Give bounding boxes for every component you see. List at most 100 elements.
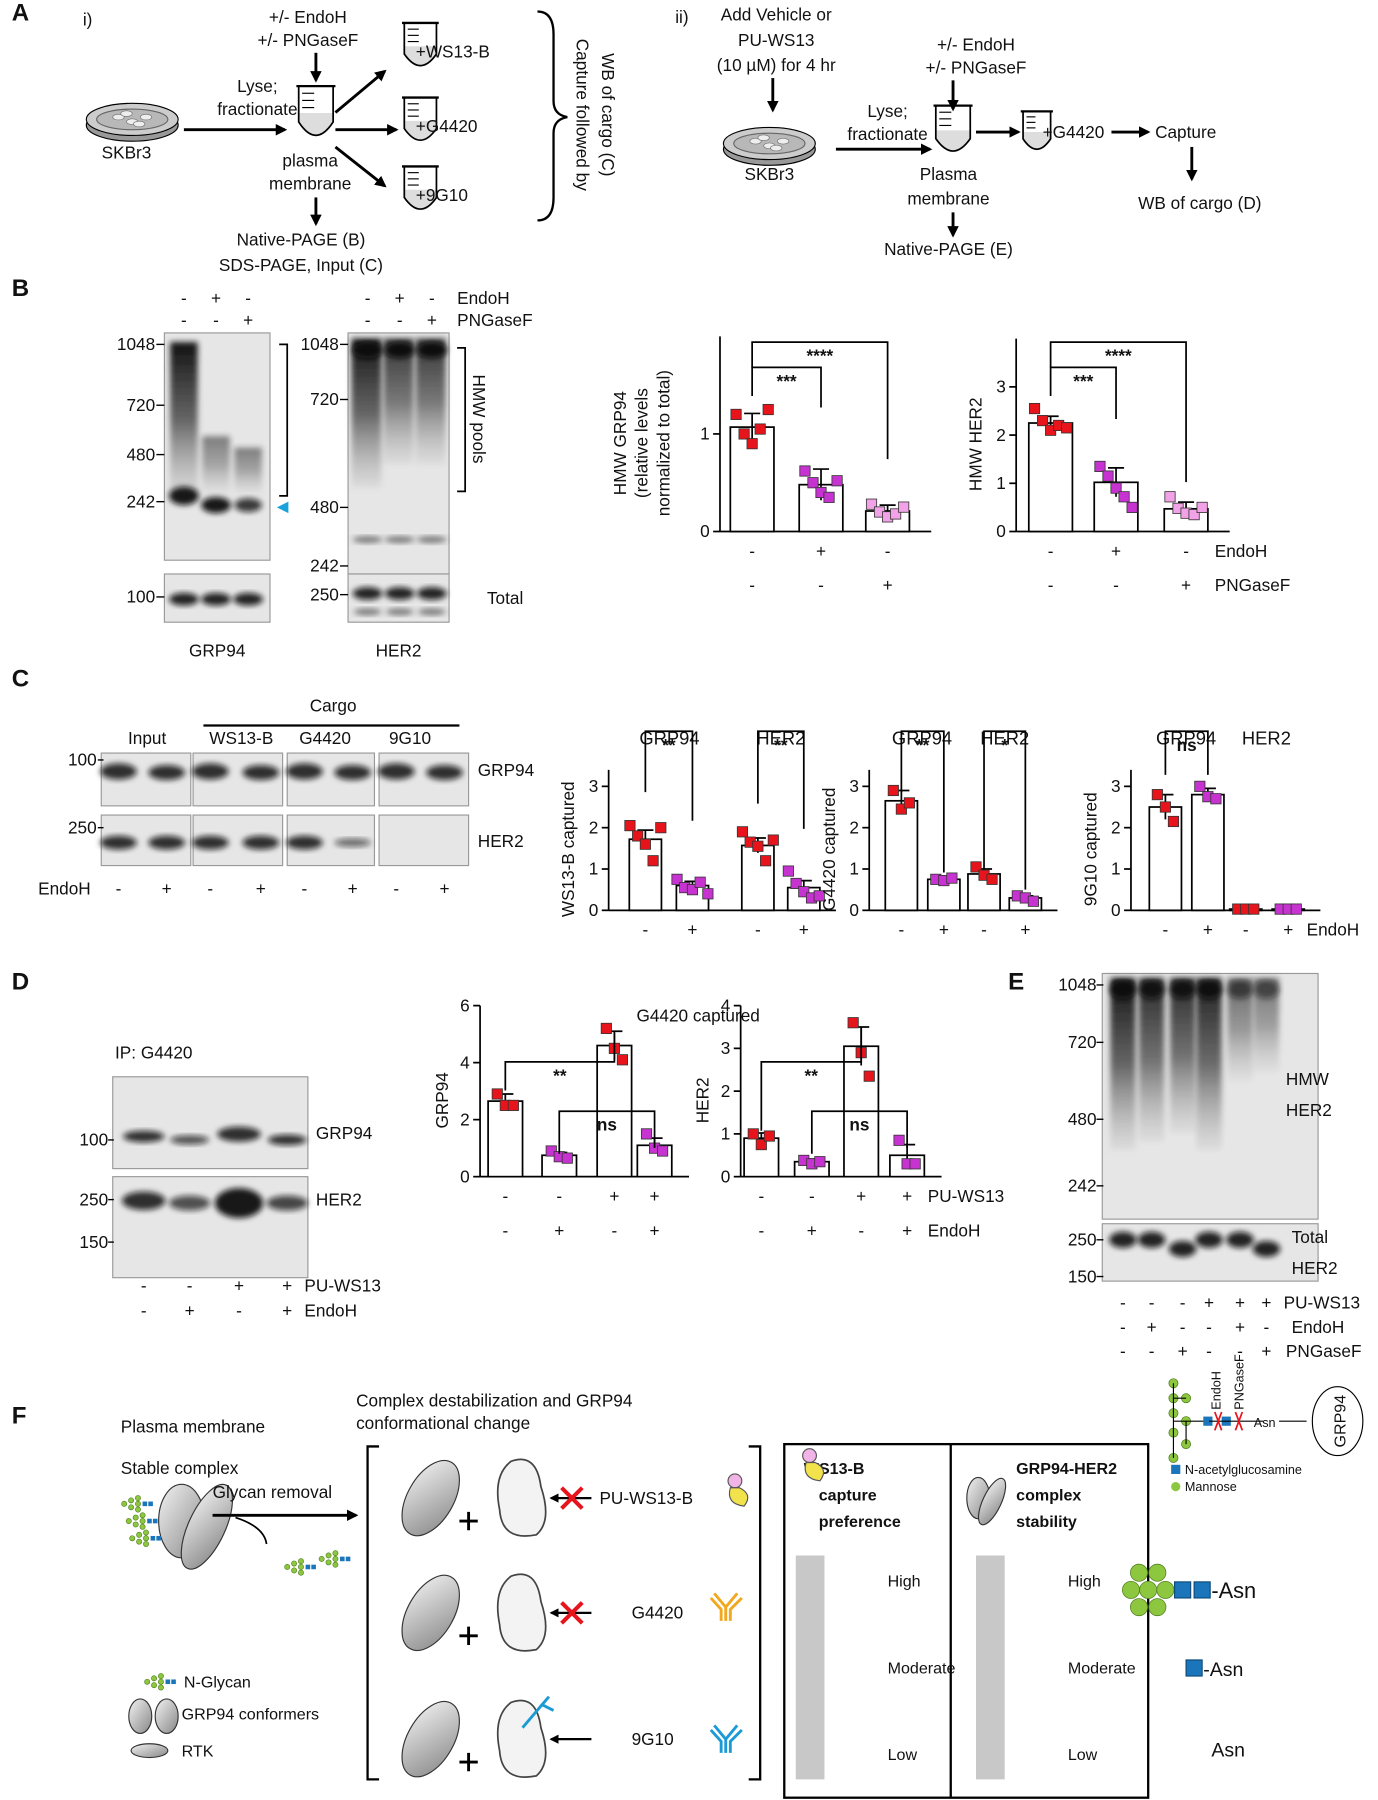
band: [121, 1191, 166, 1210]
data-point: [831, 475, 843, 487]
label: Mannose: [1185, 1480, 1237, 1494]
label: complex: [1016, 1486, 1081, 1504]
mannose: [158, 1684, 164, 1691]
mannose: [129, 1535, 136, 1542]
data-point: [760, 855, 772, 867]
mw-label: 720: [126, 395, 155, 415]
sign: +: [243, 310, 253, 330]
y-tick-label: 0: [996, 521, 1006, 541]
data-point: [694, 876, 706, 888]
band: [1252, 1240, 1281, 1258]
arrow: [235, 1516, 268, 1545]
band: [1169, 980, 1196, 999]
sign: -: [1180, 1317, 1186, 1337]
mannose: [135, 1495, 141, 1502]
tube-liquid: [404, 189, 437, 210]
data-point: [632, 830, 644, 842]
bar: [487, 1100, 524, 1178]
smear: [202, 436, 230, 494]
label: Asn: [1254, 1416, 1276, 1430]
data-point: [763, 1130, 775, 1142]
mannose: [125, 1518, 132, 1524]
x-sign: +: [1111, 541, 1121, 561]
x-sign: +: [807, 1220, 817, 1240]
band: [100, 763, 137, 780]
label: capture: [819, 1486, 877, 1504]
mannose: [139, 1512, 146, 1519]
data-point: [639, 838, 651, 850]
label: 250: [1068, 1230, 1097, 1250]
band: [1195, 1231, 1223, 1248]
data-point: [909, 1158, 921, 1170]
band: [168, 1195, 211, 1211]
legend-rtk: [130, 1743, 169, 1759]
rtk: [977, 1477, 1007, 1526]
mannose: [144, 1678, 151, 1685]
sig-bracket: [1049, 366, 1117, 420]
y-tick-label: 1: [700, 424, 710, 444]
label: plasma: [282, 150, 338, 170]
label: Native-PAGE (E): [884, 239, 1013, 259]
band: [148, 835, 186, 850]
label: fractionate: [217, 99, 297, 119]
y-tick-label: 3: [721, 1038, 731, 1058]
bar: [1027, 422, 1074, 533]
label: GRP94 conformers: [182, 1706, 319, 1724]
band: [1109, 1231, 1137, 1248]
data-point: [730, 408, 742, 420]
subpanel-label: i): [83, 9, 93, 29]
x-sign: -: [899, 920, 905, 940]
y-tick-label: 1: [589, 859, 599, 879]
mannose: [128, 1497, 135, 1504]
smear: [170, 342, 198, 498]
blot-label: HER2: [376, 641, 422, 661]
sig-label: ns: [597, 1115, 617, 1135]
label: Total: [1292, 1227, 1328, 1247]
blot: [192, 752, 284, 807]
block-x: [560, 1486, 584, 1510]
glcnac: [1203, 1416, 1213, 1426]
label: +G4420: [416, 116, 478, 136]
data-point: [1110, 482, 1122, 494]
band: [352, 342, 383, 359]
y-tick-label: 6: [460, 995, 470, 1015]
label: Plasma membrane: [121, 1417, 265, 1437]
sign: -: [302, 878, 308, 898]
enzyme-label: PNGaseF: [1232, 1354, 1246, 1410]
plus: [459, 1626, 478, 1646]
band: [352, 587, 383, 600]
label: Input: [128, 728, 166, 748]
table-box: [783, 1442, 1150, 1799]
glcnac: [156, 1535, 161, 1541]
label: +/- EndoH: [269, 7, 347, 27]
smear: [234, 447, 262, 494]
blot: [286, 752, 376, 807]
sign: -: [1120, 1317, 1126, 1337]
label: Lyse;: [867, 101, 907, 121]
sign: -: [1206, 1341, 1212, 1361]
mannose: [1171, 1482, 1181, 1492]
glycan-bond: [1172, 1383, 1206, 1458]
smear: [1169, 978, 1196, 1134]
data-point: [946, 872, 958, 884]
x-sign: -: [1163, 920, 1169, 940]
y-tick-label: 3: [1111, 776, 1121, 796]
sig-label: ns: [849, 1115, 869, 1135]
x-sign: -: [749, 575, 755, 595]
block-x: [560, 1601, 584, 1625]
data-point: [1027, 895, 1039, 907]
mannose: [136, 1531, 143, 1538]
plus: [459, 1752, 478, 1772]
sign: +: [256, 878, 266, 898]
mw-label: 250: [310, 584, 339, 604]
data-point: [865, 498, 878, 510]
marker: [276, 501, 289, 514]
label: -Asn: [1211, 1578, 1256, 1603]
sign: -: [141, 1301, 147, 1321]
cell: [133, 120, 146, 128]
data-point: [847, 1017, 859, 1029]
mannose: [139, 1518, 146, 1524]
data-point: [671, 873, 683, 885]
data-point: [1028, 402, 1041, 415]
band: [242, 835, 280, 850]
